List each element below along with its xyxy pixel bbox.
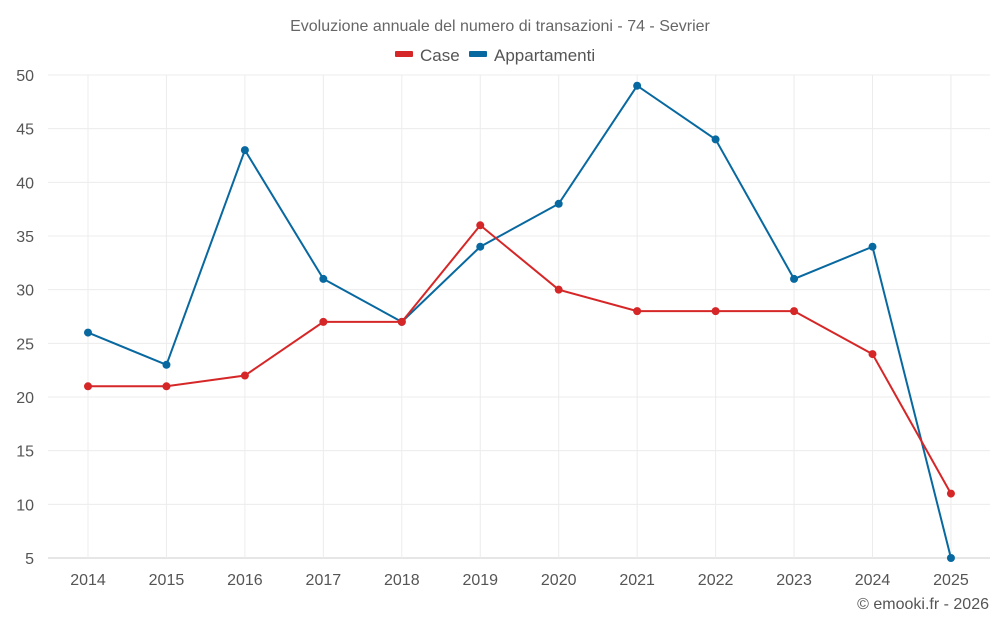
series-layer — [84, 81, 955, 562]
data-point-case — [868, 350, 877, 359]
x-tick-label: 2020 — [541, 572, 577, 589]
data-point-case — [397, 317, 406, 326]
y-tick-label: 35 — [16, 229, 34, 246]
data-point-appartamenti — [476, 242, 485, 251]
y-tick-label: 25 — [16, 336, 34, 353]
x-tick-label: 2018 — [384, 572, 420, 589]
chart-title: Evoluzione annuale del numero di transaz… — [290, 18, 710, 35]
data-point-case — [319, 317, 328, 326]
series-appartamenti — [84, 81, 955, 562]
data-point-appartamenti — [868, 242, 877, 251]
series-case — [84, 221, 955, 498]
x-tick-label: 2021 — [619, 572, 655, 589]
x-axis: 2014 2015 2016 2017 2018 2019 2020 2021 2022 2023… — [70, 572, 969, 589]
data-point-appartamenti — [240, 146, 249, 155]
x-tick-label: 2014 — [70, 572, 106, 589]
legend-label-case: Case — [420, 46, 460, 65]
data-point-appartamenti — [790, 274, 799, 283]
y-tick-label: 40 — [16, 175, 34, 192]
x-tick-label: 2016 — [227, 572, 263, 589]
x-tick-label: 2024 — [855, 572, 891, 589]
x-tick-label: 2015 — [149, 572, 185, 589]
y-tick-label: 5 — [25, 551, 34, 568]
x-tick-label: 2023 — [776, 572, 812, 589]
y-tick-label: 20 — [16, 390, 34, 407]
data-point-appartamenti — [162, 360, 171, 369]
data-point-case — [946, 489, 955, 498]
data-point-case — [711, 307, 720, 316]
y-tick-label: 30 — [16, 283, 34, 300]
y-tick-label: 15 — [16, 444, 34, 461]
credit-text: © emooki.fr - 2026 — [857, 596, 989, 613]
x-tick-label: 2019 — [462, 572, 498, 589]
data-point-appartamenti — [84, 328, 92, 337]
data-point-case — [162, 382, 171, 391]
data-point-case — [633, 307, 642, 316]
data-point-appartamenti — [711, 135, 720, 144]
legend-swatch-appartamenti — [469, 51, 487, 57]
data-point-case — [476, 221, 485, 230]
x-tick-label: 2022 — [698, 572, 734, 589]
data-point-case — [554, 285, 563, 294]
data-point-appartamenti — [946, 554, 955, 562]
legend-label-appartamenti: Appartamenti — [494, 46, 595, 65]
data-point-appartamenti — [633, 81, 642, 90]
x-tick-label: 2017 — [306, 572, 342, 589]
y-axis: 5 10 15 20 25 30 35 40 45 50 — [16, 68, 34, 568]
legend: Case Appartamenti — [395, 46, 595, 65]
series-line-case — [88, 223, 952, 495]
data-point-case — [84, 382, 92, 391]
series-line-appartamenti — [87, 84, 952, 559]
data-point-case — [240, 371, 249, 380]
legend-swatch-case — [395, 51, 413, 57]
y-tick-label: 10 — [16, 497, 34, 514]
y-tick-label: 45 — [16, 122, 34, 139]
x-tick-label: 2025 — [933, 572, 969, 589]
grid — [48, 74, 990, 559]
data-point-appartamenti — [554, 199, 563, 208]
data-point-case — [790, 307, 799, 316]
data-point-appartamenti — [319, 274, 328, 283]
y-tick-label: 50 — [16, 68, 34, 85]
